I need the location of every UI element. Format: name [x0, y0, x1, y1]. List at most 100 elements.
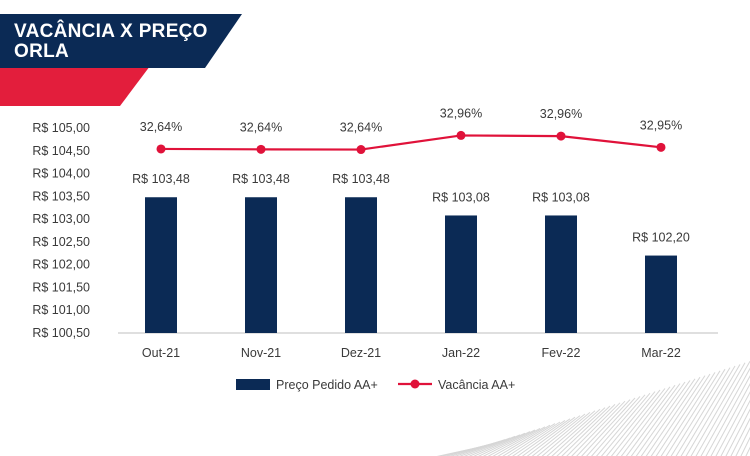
hatch-line — [459, 437, 511, 456]
hatch-line — [620, 384, 676, 456]
hatch-line — [705, 375, 750, 456]
hatch-line — [720, 399, 750, 456]
hatch-line — [521, 416, 576, 456]
hatch-line — [507, 421, 561, 456]
x-tick-label: Out-21 — [142, 346, 180, 360]
y-tick-label: R$ 100,50 — [32, 326, 90, 340]
hatch-line — [492, 426, 546, 456]
x-tick-label: Nov-21 — [241, 346, 281, 360]
x-tick-label: Mar-22 — [641, 346, 681, 360]
line-data-label: 32,64% — [240, 120, 282, 134]
hatch-line — [571, 400, 626, 456]
y-tick-label: R$ 101,00 — [32, 303, 90, 317]
hatch-line — [740, 436, 750, 456]
hatch-line — [645, 376, 701, 456]
hatch-line — [497, 424, 551, 456]
legend-label-line: Vacância AA+ — [438, 378, 515, 392]
line-point — [356, 145, 366, 155]
y-tick-label: R$ 102,00 — [32, 258, 90, 272]
x-tick-label: Fev-22 — [542, 346, 581, 360]
line-point — [556, 131, 566, 141]
bar — [545, 215, 577, 333]
page-subtitle: ORLA — [14, 41, 70, 62]
y-tick-label: R$ 103,50 — [32, 189, 90, 203]
hatch-line — [725, 408, 750, 456]
line-data-label: 32,96% — [440, 106, 482, 120]
legend-label-bar: Preço Pedido AA+ — [276, 378, 378, 392]
bar — [145, 197, 177, 333]
hatch-line — [591, 394, 646, 456]
hatch-line — [680, 365, 736, 456]
hatch-line — [536, 412, 591, 456]
hatch-line — [502, 423, 556, 456]
hatch-line — [715, 391, 750, 456]
hatch-line — [473, 432, 526, 456]
bar-series: R$ 103,48 R$ 103,48 R$ 103,48 R$ 103,08 R$ 1… — [132, 172, 690, 333]
hatch-line — [546, 408, 601, 456]
y-tick-label: R$ 104,00 — [32, 167, 90, 181]
x-tick-label: Dez-21 — [341, 346, 381, 360]
hatch-line — [581, 397, 636, 456]
y-axis: R$ 105,00 R$ 104,50 R$ 104,00 R$ 103,50 R$ 1… — [32, 121, 90, 340]
line-point — [256, 144, 266, 154]
hatch-line — [561, 404, 616, 456]
bar — [345, 197, 377, 333]
bar — [645, 255, 677, 333]
bar-data-label: R$ 103,08 — [432, 190, 490, 204]
hatch-line — [551, 407, 606, 456]
hatch-line — [675, 367, 731, 456]
line-data-label: 32,96% — [540, 107, 582, 121]
hatch-line — [625, 383, 681, 456]
y-tick-label: R$ 104,50 — [32, 144, 90, 158]
hatch-line — [478, 431, 531, 456]
hatch-line — [526, 415, 581, 456]
hatch-line — [630, 381, 686, 456]
hatch-line — [601, 391, 656, 456]
y-tick-label: R$ 103,00 — [32, 212, 90, 226]
vacancia-line — [160, 134, 662, 151]
legend-marker-line — [410, 379, 420, 389]
hatch-line — [516, 418, 571, 456]
legend-swatch-bar — [236, 379, 270, 390]
hatch-line — [710, 383, 750, 456]
hatch-line — [605, 389, 661, 456]
hatch-line — [650, 375, 706, 456]
line-point — [156, 144, 166, 154]
line-point — [456, 130, 466, 140]
legend: Preço Pedido AA+ Vacância AA+ — [236, 378, 515, 392]
hatch-line — [640, 378, 696, 456]
hatch-line — [700, 367, 750, 456]
hatch-line — [586, 396, 641, 456]
hatch-line — [482, 429, 536, 456]
y-tick-label: R$ 105,00 — [32, 121, 90, 135]
hatch-line — [735, 426, 750, 456]
hatch-line — [468, 434, 521, 456]
x-tick-label: Jan-22 — [442, 346, 480, 360]
y-tick-label: R$ 101,50 — [32, 280, 90, 294]
hatch-line — [487, 427, 541, 456]
hatch-line — [512, 419, 566, 456]
bar-data-label: R$ 102,20 — [632, 231, 690, 245]
title-banner — [0, 14, 242, 106]
hatch-line — [670, 368, 726, 456]
bar — [245, 197, 277, 333]
hatch-line — [596, 392, 651, 456]
line-point — [656, 142, 666, 152]
bar-data-label: R$ 103,48 — [132, 172, 190, 186]
hatch-line — [660, 372, 716, 456]
hatch-line — [566, 402, 621, 456]
hatch-line — [665, 370, 721, 456]
hatch-line — [685, 364, 741, 456]
hatch-line — [730, 417, 750, 456]
banner-red-stripe — [0, 66, 150, 106]
hatch-line — [556, 405, 611, 456]
hatch-line — [463, 435, 516, 456]
bar-data-label: R$ 103,08 — [532, 190, 590, 204]
bar-data-label: R$ 103,48 — [232, 172, 290, 186]
hatch-line — [615, 386, 671, 456]
hatch-line — [655, 373, 711, 456]
hatch-line — [695, 360, 750, 456]
x-axis: Out-21 Nov-21 Dez-21 Jan-22 Fev-22 Mar-22 — [118, 332, 718, 360]
bar-data-label: R$ 103,48 — [332, 172, 390, 186]
